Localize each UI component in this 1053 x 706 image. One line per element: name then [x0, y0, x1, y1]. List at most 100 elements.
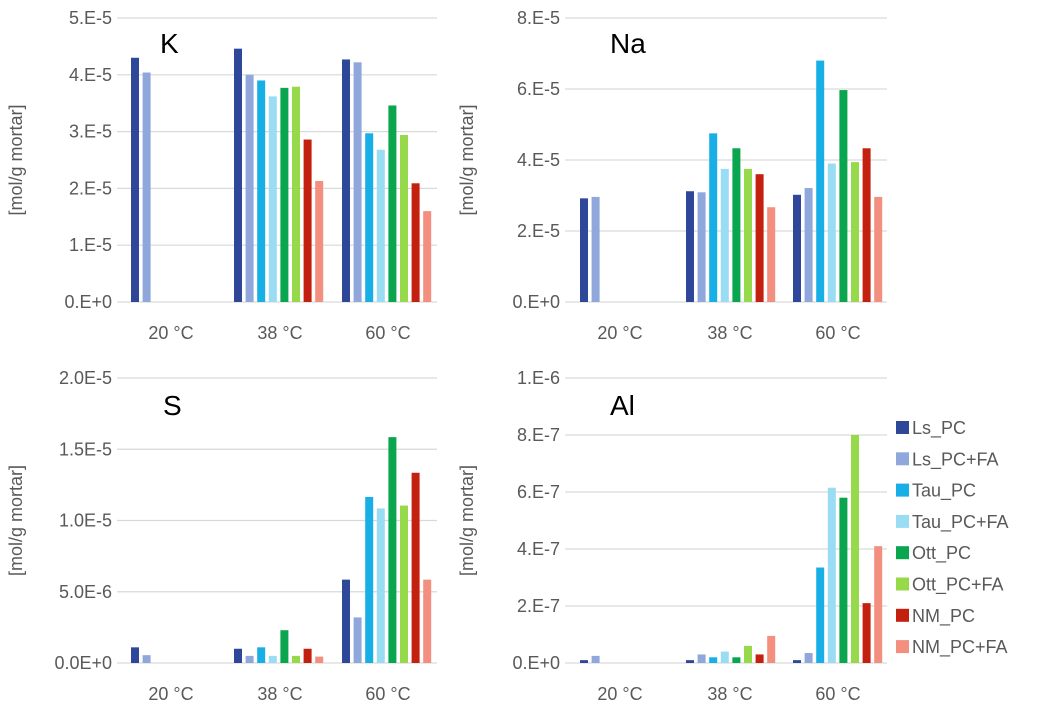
bar-nm-pc-38-c [755, 654, 764, 663]
bar-ott-pc-fa-60-c [400, 505, 408, 663]
bar-nm-pc-fa-38-c [315, 656, 324, 663]
bar-nm-pc-fa-60-c [423, 211, 432, 302]
bar-nm-pc-fa-60-c [423, 579, 432, 663]
bar-ls-pc-fa-20-c [591, 655, 600, 663]
panel-title: K [160, 28, 179, 59]
bar-ls-pc-20-c [131, 57, 139, 303]
bar-ls-pc-20-c [131, 647, 139, 663]
bar-tau-pc-60-c [816, 60, 825, 302]
bar-ott-pc-fa-38-c [292, 86, 300, 302]
bar-ls-pc-fa-20-c [591, 196, 600, 302]
chart-na: 0.E+0 2.E-5 4.E-5 6.E-5 8.E-5 20 °C 38 °C 60 °C… [457, 8, 887, 343]
bar-ott-pc-60-c [839, 497, 848, 663]
bar-ott-pc-fa-38-c [744, 168, 752, 302]
y-tick-label: 3.E-5 [69, 122, 112, 142]
bar-ott-pc-38-c [280, 87, 289, 302]
bar-ls-pc-fa-20-c [142, 655, 151, 663]
bar-ls-pc-60-c [342, 59, 350, 302]
x-tick-label: 60 °C [365, 684, 410, 704]
legend-swatch-nm-pc [896, 608, 909, 622]
bar-nm-pc-38-c [303, 139, 312, 302]
y-tick-label: 6.E-7 [517, 482, 560, 502]
bar-ls-pc-fa-60-c [353, 62, 362, 302]
bar-ott-pc-38-c [732, 148, 741, 302]
legend-label-ls-pc-fa: Ls_PC+FA [912, 449, 999, 470]
bar-tau-pc-60-c [365, 133, 374, 302]
y-tick-label: 0.E+0 [64, 292, 112, 312]
bar-ls-pc-fa-38-c [245, 655, 254, 663]
y-tick-label: 2.0E-5 [59, 368, 112, 388]
bar-ott-pc-60-c [839, 90, 848, 302]
y-tick-label: 5.0E-6 [59, 582, 112, 602]
legend-label-ott-pc-fa: Ott_PC+FA [912, 575, 1004, 596]
x-tick-label: 38 °C [707, 323, 752, 343]
bar-ott-pc-fa-38-c [292, 655, 300, 663]
y-tick-label: 0.0E+0 [54, 653, 112, 673]
bar-tau-pc-fa-38-c [720, 651, 729, 663]
bar-tau-pc-38-c [709, 133, 718, 302]
y-tick-label: 1.0E-5 [59, 511, 112, 531]
y-tick-label: 4.E-5 [517, 150, 560, 170]
bar-tau-pc-fa-60-c [376, 508, 385, 663]
bar-ls-pc-fa-20-c [142, 72, 151, 302]
bar-ott-pc-fa-60-c [400, 135, 408, 302]
legend-swatch-nm-pc-fa [896, 640, 909, 654]
bar-tau-pc-fa-38-c [720, 168, 729, 302]
legend-label-nm-pc-fa: NM_PC+FA [912, 637, 1008, 658]
legend-swatch-ott-pc [896, 546, 909, 560]
bar-nm-pc-fa-60-c [874, 546, 883, 663]
x-tick-label: 60 °C [815, 684, 860, 704]
legend-label-ott-pc: Ott_PC [912, 543, 971, 564]
bar-tau-pc-fa-38-c [268, 96, 277, 302]
y-tick-label: 0.E+0 [512, 292, 560, 312]
bar-ott-pc-60-c [388, 105, 397, 302]
legend-label-ls-pc: Ls_PC [912, 418, 966, 439]
bar-ls-pc-fa-38-c [245, 74, 254, 302]
y-axis-label: [mol/g mortar] [457, 104, 477, 215]
bar-nm-pc-38-c [303, 648, 312, 663]
y-axis-label: [mol/g mortar] [6, 465, 26, 576]
y-tick-label: 0.E+0 [512, 653, 560, 673]
y-tick-label: 2.E-5 [517, 221, 560, 241]
bar-tau-pc-60-c [816, 567, 825, 663]
bar-ott-pc-fa-60-c [851, 435, 859, 663]
bar-ott-pc-38-c [280, 630, 289, 663]
x-tick-label: 20 °C [597, 684, 642, 704]
bar-tau-pc-fa-60-c [376, 149, 385, 302]
y-tick-label: 2.E-5 [69, 178, 112, 198]
bar-tau-pc-fa-60-c [827, 163, 836, 302]
legend-swatch-ls-pc [896, 421, 909, 434]
bar-ls-pc-20-c [580, 660, 588, 663]
bar-ls-pc-38-c [234, 48, 242, 303]
x-tick-label: 60 °C [815, 323, 860, 343]
legend-swatch-ls-pc-fa [896, 452, 909, 466]
y-tick-label: 8.E-7 [517, 425, 560, 445]
bar-ls-pc-fa-60-c [804, 188, 813, 302]
legend-swatch-tau-pc [896, 483, 909, 497]
bar-ott-pc-60-c [388, 437, 397, 663]
legend-swatch-ott-pc-fa [896, 577, 909, 591]
y-tick-label: 2.E-7 [517, 596, 560, 616]
bar-nm-pc-60-c [411, 183, 420, 302]
chart-al: 0.E+0 2.E-7 4.E-7 6.E-7 8.E-7 1.E-6 20 °C 38 °C… [457, 368, 887, 704]
x-tick-label: 60 °C [365, 323, 410, 343]
y-axis-label: [mol/g mortar] [6, 104, 26, 215]
bar-ls-pc-60-c [342, 579, 350, 663]
bar-tau-pc-fa-60-c [827, 487, 836, 663]
chart-s: 0.0E+0 5.0E-6 1.0E-5 1.5E-5 2.0E-5 20 °C 38 °C… [6, 368, 437, 704]
bar-tau-pc-38-c [257, 80, 266, 302]
y-tick-label: 4.E-7 [517, 539, 560, 559]
x-tick-label: 20 °C [148, 684, 193, 704]
bar-ls-pc-60-c [793, 194, 801, 302]
y-tick-label: 4.E-5 [69, 65, 112, 85]
bar-nm-pc-fa-38-c [767, 207, 776, 302]
y-tick-label: 6.E-5 [517, 79, 560, 99]
y-tick-label: 8.E-5 [517, 8, 560, 28]
bar-ott-pc-fa-60-c [851, 162, 859, 302]
panel-title: Na [610, 28, 646, 59]
bar-nm-pc-60-c [862, 148, 871, 302]
chart-k: 0.E+0 1.E-5 2.E-5 3.E-5 4.E-5 5.E-5 20 °C 38 °C… [6, 8, 437, 343]
bar-tau-pc-38-c [709, 657, 718, 663]
legend-label-tau-pc: Tau_PC [912, 481, 976, 502]
bar-tau-pc-60-c [365, 496, 374, 663]
